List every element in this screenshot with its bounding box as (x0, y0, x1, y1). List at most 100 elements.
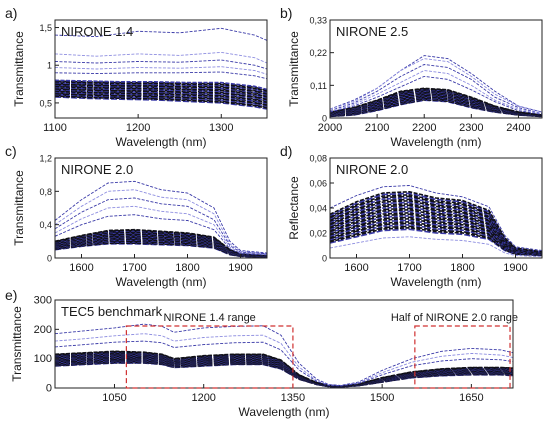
spectra-lines (55, 27, 267, 110)
x-tick-label: 1500 (370, 392, 394, 404)
x-axis-label: Wavelength (nm) (116, 135, 207, 149)
x-tick-label: 1900 (228, 262, 252, 274)
panel-title: NIRONE 2.5 (336, 24, 408, 39)
x-axis-label: Wavelength (nm) (116, 275, 207, 289)
y-tick-label: 0,02 (309, 229, 327, 239)
spectrum-outlier-line (55, 214, 267, 256)
spectrum-line (330, 214, 542, 255)
chart-panel: 2000 2100 2200 2300 2400 0 0,11 0,22 0,33 Wavelen… (280, 5, 543, 149)
x-tick-label: 1800 (450, 262, 474, 274)
panel-letter: e) (5, 287, 17, 303)
spectrum-outlier-line (330, 70, 542, 114)
spectrum-line (55, 86, 267, 99)
y-axis-label: Transmittance (287, 31, 301, 107)
spectrum-line (55, 85, 267, 98)
x-axis-label: Wavelength (nm) (391, 135, 482, 149)
y-tick-label: 0 (322, 114, 327, 124)
y-axis-label: Reflectance (287, 176, 301, 240)
panel-title: NIRONE 2.0 (336, 162, 408, 177)
y-tick-label: 0,33 (309, 16, 327, 26)
y-tick-label: 1,5 (39, 23, 52, 33)
spectrum-outlier-line (55, 323, 513, 386)
x-tick-label: 1800 (175, 262, 199, 274)
spectrum-outlier-line (55, 333, 513, 387)
panel-title: NIRONE 1.4 (61, 24, 133, 39)
y-tick-label: 100 (34, 353, 52, 365)
range-label: NIRONE 1.4 range (163, 312, 255, 324)
y-tick-label: 0 (46, 383, 52, 395)
spectrum-line (55, 96, 267, 110)
x-tick-label: 1200 (191, 392, 215, 404)
spectrum-line (330, 87, 542, 116)
y-tick-label: 0,4 (39, 220, 52, 230)
y-tick-label: 1,2 (39, 154, 52, 164)
x-tick-label: 1050 (102, 392, 126, 404)
y-tick-label: 0,06 (309, 179, 327, 189)
y-tick-label: 200 (34, 324, 52, 336)
spectrum-outlier-line (55, 340, 513, 387)
y-tick-label: 1 (47, 61, 52, 71)
spectrum-outlier-line (55, 71, 267, 80)
range-box (414, 325, 511, 389)
plot-frame (54, 157, 268, 259)
spectrum-line (330, 190, 542, 253)
x-tick-label: 2400 (506, 122, 530, 134)
x-tick-label: 1200 (126, 122, 150, 134)
spectrum-line (55, 87, 267, 100)
spectrum-line (330, 193, 542, 253)
x-tick-label: 1100 (43, 122, 67, 134)
x-tick-label: 1300 (209, 122, 233, 134)
spectrum-line (55, 95, 267, 109)
spectrum-outlier-line (55, 27, 267, 41)
x-axis-label: Wavelength (nm) (391, 275, 482, 289)
chart-panel: 1050 1200 1350 1500 1650 0 100 200 300 Wavelength… (5, 287, 518, 419)
y-tick-label: 0,5 (39, 98, 52, 108)
x-tick-label: 2300 (459, 122, 483, 134)
x-tick-label: 1700 (397, 262, 421, 274)
x-tick-label: 1600 (344, 262, 368, 274)
spectrum-line (55, 88, 267, 101)
spectrum-line (55, 91, 267, 105)
spectra-lines (330, 185, 542, 258)
spectrum-outlier-line (55, 180, 267, 254)
spectrum-line (55, 94, 267, 108)
spectrum-outlier-line (330, 64, 542, 114)
x-tick-label: 1650 (459, 392, 483, 404)
plot-frame (329, 19, 543, 119)
spectrum-line (55, 228, 267, 257)
spectrum-outlier-line (55, 197, 267, 255)
spectrum-line (330, 201, 542, 254)
x-tick-label: 2200 (412, 122, 436, 134)
panel-letter: a) (5, 5, 17, 21)
y-tick-label: 300 (34, 295, 52, 307)
spectrum-line (55, 81, 267, 93)
spectrum-line (55, 83, 267, 95)
spectra-lines (330, 55, 542, 118)
spectrum-line (55, 82, 267, 94)
y-tick-label: 0,22 (309, 48, 327, 58)
spectrum-line (55, 84, 267, 96)
y-tick-label: 0,11 (310, 81, 327, 91)
plot-frame (54, 19, 268, 119)
panel-letter: c) (5, 143, 17, 159)
spectrum-outlier-line (330, 75, 542, 115)
plot-frame (54, 299, 514, 389)
spectrum-line (55, 89, 267, 103)
spectrum-outlier-line (330, 185, 542, 251)
panel-letter: b) (280, 5, 292, 21)
chart-panel: 1600 1700 1800 1900 0 0,02 0,04 0,06 0,08 Wavelen… (280, 143, 543, 289)
y-tick-label: 0 (322, 254, 327, 264)
spectrum-line (330, 219, 542, 256)
spectrum-line (55, 350, 513, 387)
spectrum-line (55, 89, 267, 102)
spectrum-outlier-line (55, 59, 267, 70)
x-tick-label: 1700 (122, 262, 146, 274)
chart-panel: 1600 1700 1800 1900 0 0,4 0,8 1,2 Wavelength (nm… (5, 143, 268, 289)
y-tick-label: 0 (47, 254, 52, 264)
panel-letter: d) (280, 143, 292, 159)
chart-panel: 1100 1200 1300 0,5 1 1,5 Wavelength (nm) Transm… (5, 5, 268, 149)
y-axis-label: Transmittance (12, 31, 26, 107)
spectra-lines (55, 180, 267, 258)
x-tick-label: 1900 (503, 262, 527, 274)
